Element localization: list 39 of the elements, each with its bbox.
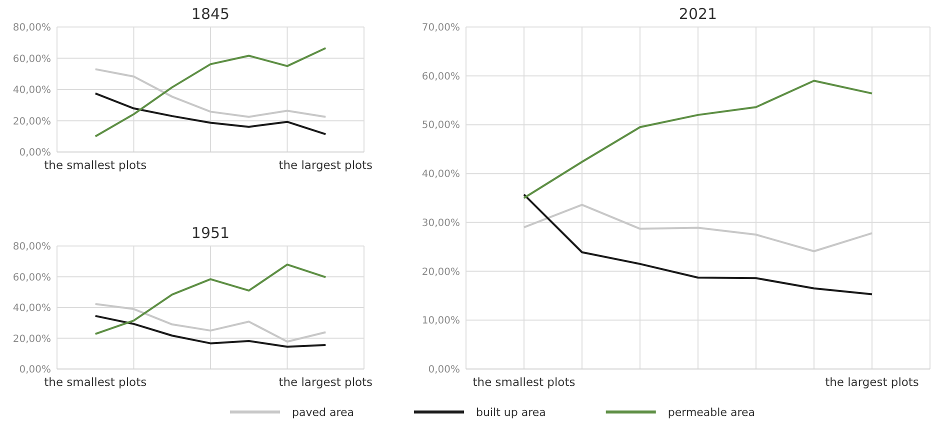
y-tick-label: 40,00% [12, 85, 51, 96]
x-tick-label: the smallest plots [44, 158, 147, 172]
y-tick-label: 80,00% [12, 242, 51, 252]
y-tick-label: 50,00% [422, 120, 460, 132]
line-series [523, 204, 873, 252]
chart-title: 1951 [191, 224, 230, 242]
y-tick-label: 20,00% [12, 334, 51, 345]
line-series [94, 302, 327, 343]
line-series [94, 314, 327, 348]
y-tick-label: 20,00% [422, 266, 460, 278]
line-series [94, 264, 327, 335]
y-tick-label: 60,00% [12, 54, 51, 65]
y-tick-label: 0,00% [19, 148, 51, 158]
y-tick-label: 0,00% [428, 364, 460, 376]
y-tick-label: 40,00% [422, 169, 460, 180]
y-tick-label: 0,00% [19, 364, 51, 376]
y-tick-label: 10,00% [422, 316, 460, 327]
y-tick-label: 70,00% [422, 22, 460, 34]
y-tick-label: 20,00% [12, 116, 51, 128]
chart-title: 2021 [678, 5, 718, 23]
x-tick-label: the smallest plots [44, 375, 147, 389]
x-tick-label: the smallest plots [472, 375, 576, 389]
legend-label: permeable area [668, 406, 756, 419]
x-tick-label: the largest plots [825, 375, 919, 389]
x-tick-label: the largest plots [278, 375, 373, 389]
line-series [94, 47, 327, 138]
legend-label: built up area [476, 406, 546, 419]
line-series [94, 68, 327, 118]
y-tick-label: 60,00% [12, 272, 51, 284]
line-series [523, 80, 873, 199]
y-tick-label: 80,00% [12, 22, 51, 34]
y-tick-label: 30,00% [422, 218, 460, 229]
chart-title: 1845 [191, 5, 230, 23]
y-tick-label: 40,00% [12, 303, 51, 314]
line-series [94, 92, 327, 136]
y-tick-label: 60,00% [422, 71, 460, 82]
legend-label: paved area [292, 406, 354, 419]
x-tick-label: the largest plots [278, 158, 373, 172]
line-series [523, 194, 873, 296]
